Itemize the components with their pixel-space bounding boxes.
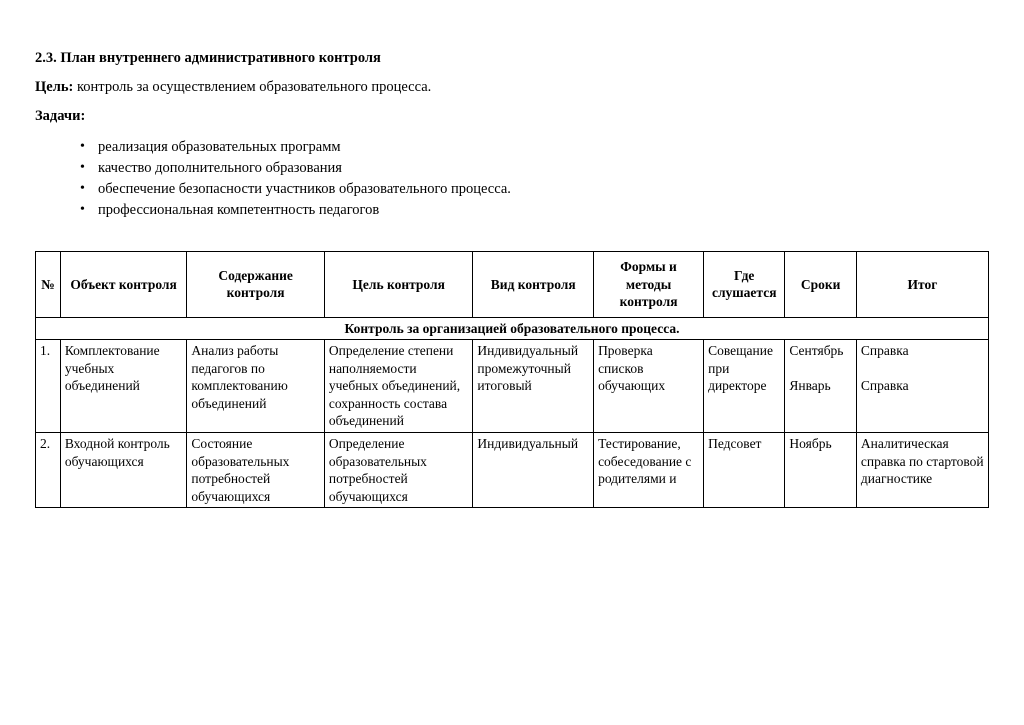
cell-object: Комплектование учебных объединений [60,340,187,433]
header-forms: Формы и методы контроля [594,252,704,318]
cell-where: Педсовет [704,432,785,507]
tasks-label: Задачи: [35,108,989,125]
cell-num: 2. [36,432,61,507]
list-item: обеспечение безопасности участников обра… [80,179,989,200]
cell-num: 1. [36,340,61,433]
cell-goal: Определение степени наполняемости учебны… [324,340,473,433]
cell-goal: Определение образовательных потребностей… [324,432,473,507]
cell-where: Совещание при директоре [704,340,785,433]
goal-line: Цель: контроль за осуществлением образов… [35,79,989,96]
header-content: Содержание контроля [187,252,325,318]
control-plan-table: № Объект контроля Содержание контроля Це… [35,251,989,508]
tasks-list: реализация образовательных программ каче… [35,137,989,221]
cell-content: Анализ работы педагогов по комплектовани… [187,340,325,433]
list-item: реализация образовательных программ [80,137,989,158]
section-title-row: Контроль за организацией образовательног… [36,317,989,340]
cell-result: СправкаСправка [856,340,988,433]
cell-forms: Проверка списков обучающих [594,340,704,433]
header-num: № [36,252,61,318]
table-header-row: № Объект контроля Содержание контроля Це… [36,252,989,318]
goal-label: Цель: [35,79,73,95]
cell-type: Индивидуальный [473,432,594,507]
header-dates: Сроки [785,252,857,318]
cell-object: Входной контроль обучающихся [60,432,187,507]
table-row: 1. Комплектование учебных объединений Ан… [36,340,989,433]
goal-text: контроль за осуществлением образовательн… [73,79,431,95]
header-result: Итог [856,252,988,318]
list-item: профессиональная компетентность педагого… [80,200,989,221]
header-where: Где слушается [704,252,785,318]
section-heading: 2.3. План внутреннего административного … [35,50,989,67]
section-title-cell: Контроль за организацией образовательног… [36,317,989,340]
header-goal: Цель контроля [324,252,473,318]
header-object: Объект контроля [60,252,187,318]
cell-dates: Ноябрь [785,432,857,507]
cell-dates: СентябрьЯнварь [785,340,857,433]
cell-forms: Тестирование, собеседование с родителями… [594,432,704,507]
table-row: 2. Входной контроль обучающихся Состояни… [36,432,989,507]
header-type: Вид контроля [473,252,594,318]
cell-content: Состояние образовательных потребностей о… [187,432,325,507]
list-item: качество дополнительного образования [80,158,989,179]
cell-type: Индивидуальный промежуточный итоговый [473,340,594,433]
cell-result: Аналитическая справка по стартовой диагн… [856,432,988,507]
